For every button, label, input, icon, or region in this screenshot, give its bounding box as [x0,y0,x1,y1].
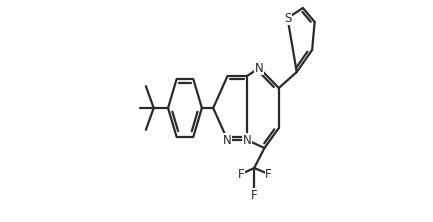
Text: F: F [238,168,245,180]
Text: F: F [265,168,272,180]
Text: N: N [223,133,232,147]
Text: S: S [284,12,291,24]
Text: N: N [255,61,264,75]
Text: N: N [242,133,252,147]
Text: F: F [251,188,258,202]
